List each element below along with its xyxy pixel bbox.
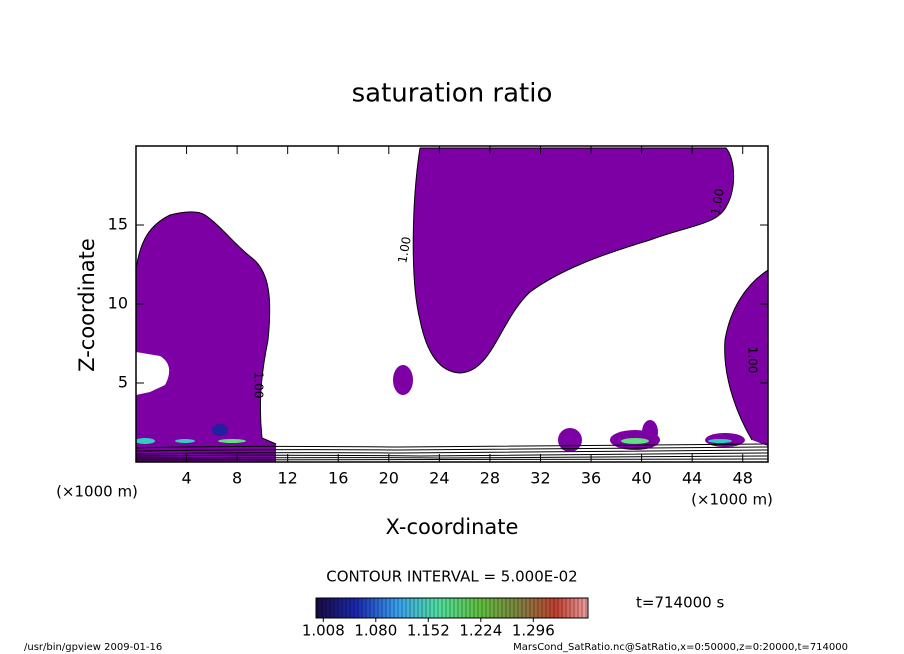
x-tick-label: 28 — [480, 469, 500, 488]
x-tick-label: 12 — [278, 469, 298, 488]
region — [175, 439, 195, 443]
x-tick-label: 48 — [733, 469, 753, 488]
y-tick-label: 5 — [118, 373, 128, 392]
colorbar-tick-label: 1.296 — [512, 622, 555, 640]
x-tick-label: 44 — [682, 469, 702, 488]
contour-lines — [136, 147, 768, 462]
y-tick-label: 15 — [108, 215, 128, 234]
hole — [136, 352, 170, 395]
x-tick-label: 36 — [581, 469, 601, 488]
time-label: t=714000 s — [636, 594, 724, 612]
x-unit: (×1000 m) — [691, 491, 773, 509]
x-tick-label: 8 — [232, 469, 242, 488]
colorbar — [315, 597, 589, 619]
contour-label: 1.00 — [395, 236, 413, 265]
y-axis-title: Z-coordinate — [75, 238, 99, 372]
contour-regions — [136, 147, 768, 462]
colorbar-tick-label: 1.152 — [407, 622, 450, 640]
region — [413, 148, 734, 373]
colorbar-tick-label: 1.224 — [459, 622, 502, 640]
footer-left: /usr/bin/gpview 2009-01-16 — [24, 642, 162, 653]
region — [642, 420, 658, 444]
y-tick-label: 10 — [108, 294, 128, 313]
contour-interval: CONTOUR INTERVAL = 5.000E-02 — [326, 568, 577, 586]
contour-label: 1.00 — [252, 372, 266, 399]
x-tick-label: 20 — [379, 469, 399, 488]
x-tick-label: 40 — [631, 469, 651, 488]
x-tick-label: 4 — [181, 469, 191, 488]
colorbar-tick-label: 1.080 — [354, 622, 397, 640]
x-axis-title: X-coordinate — [386, 515, 519, 539]
region — [708, 439, 732, 443]
contour-label: 1.00 — [746, 347, 760, 374]
region — [212, 424, 228, 436]
chart-title: saturation ratio — [352, 79, 553, 109]
colorbar-tick-label: 1.008 — [302, 622, 345, 640]
region — [136, 211, 276, 462]
x-tick-label: 24 — [429, 469, 449, 488]
region — [218, 439, 246, 443]
region — [621, 438, 649, 444]
region — [724, 270, 768, 446]
x-tick-label: 16 — [328, 469, 348, 488]
region — [393, 365, 413, 395]
x-unit: (×1000 m) — [56, 483, 138, 501]
contour-label: 1.00 — [708, 188, 726, 217]
footer-right: MarsCond_SatRatio.nc@SatRatio,x=0:50000,… — [513, 642, 848, 653]
region — [136, 438, 155, 444]
x-tick-label: 32 — [530, 469, 550, 488]
